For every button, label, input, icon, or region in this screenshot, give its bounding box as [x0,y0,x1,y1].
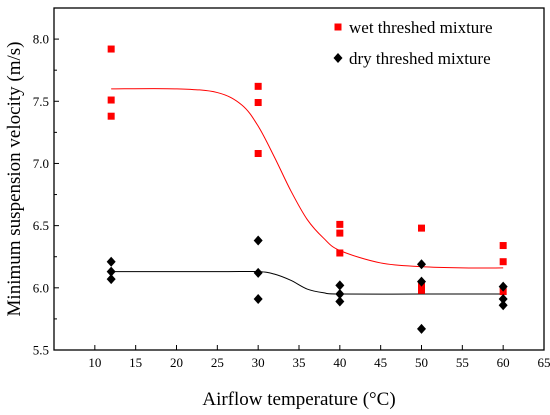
legend-label: wet threshed mixture [349,18,493,37]
data-point [253,235,263,246]
legend-marker [333,53,343,63]
data-point [336,220,344,228]
data-point [253,294,263,305]
data-point [498,300,508,311]
data-point [418,286,425,294]
x-axis: 10 15 20 25 30 35 40 45 50 55 60 65 [88,345,550,370]
x-tick-label: 30 [252,355,265,370]
data-point [335,280,345,291]
x-axis-title: Airflow temperature (°C) [202,389,395,410]
y-tick-label: 6.0 [33,280,49,295]
y-tick-label: 6.5 [33,218,49,233]
legend: wet threshed mixture dry threshed mixture [333,18,493,68]
fit-curve [111,270,504,295]
x-tick-label: 45 [374,355,387,370]
data-point [106,266,116,277]
x-tick-label: 60 [497,355,510,370]
data-point [335,289,345,300]
legend-label: dry threshed mixture [349,49,491,68]
x-tick-label: 20 [170,355,183,370]
data-point [336,249,344,257]
data-point [107,45,115,53]
data-point [418,224,425,232]
x-tick-label: 35 [293,355,306,370]
data-point [417,323,426,334]
data-point [106,274,116,285]
data-point [417,276,426,287]
data-point [498,281,508,292]
y-axis: 5.5 6.0 6.5 7.0 7.5 8.0 [33,32,59,358]
x-tick-label: 55 [456,355,469,370]
y-tick-label: 8.0 [33,32,49,47]
x-tick-label: 65 [538,355,550,370]
data-point [254,99,262,107]
data-point [417,259,426,270]
y-tick-label: 7.0 [33,156,49,171]
data-points [106,45,508,334]
data-point [107,96,115,104]
data-point [499,258,507,266]
data-point [107,112,115,120]
data-point [499,242,507,250]
fit-curves [111,88,504,295]
data-point [336,229,344,237]
fit-curve [111,88,504,269]
x-tick-label: 10 [88,355,101,370]
x-tick-label: 40 [333,355,346,370]
data-point [106,256,116,267]
data-point [253,267,263,278]
y-axis-title: Minimum suspension velocity (m/s) [4,42,25,317]
y-tick-label: 5.5 [33,343,49,358]
y-tick-label: 7.5 [33,94,49,109]
legend-marker [334,23,342,31]
data-point [498,294,508,305]
x-tick-label: 15 [129,355,142,370]
x-tick-label: 25 [211,355,224,370]
data-point [254,82,262,90]
data-point [335,296,345,307]
data-point [254,150,262,158]
x-tick-label: 50 [415,355,428,370]
